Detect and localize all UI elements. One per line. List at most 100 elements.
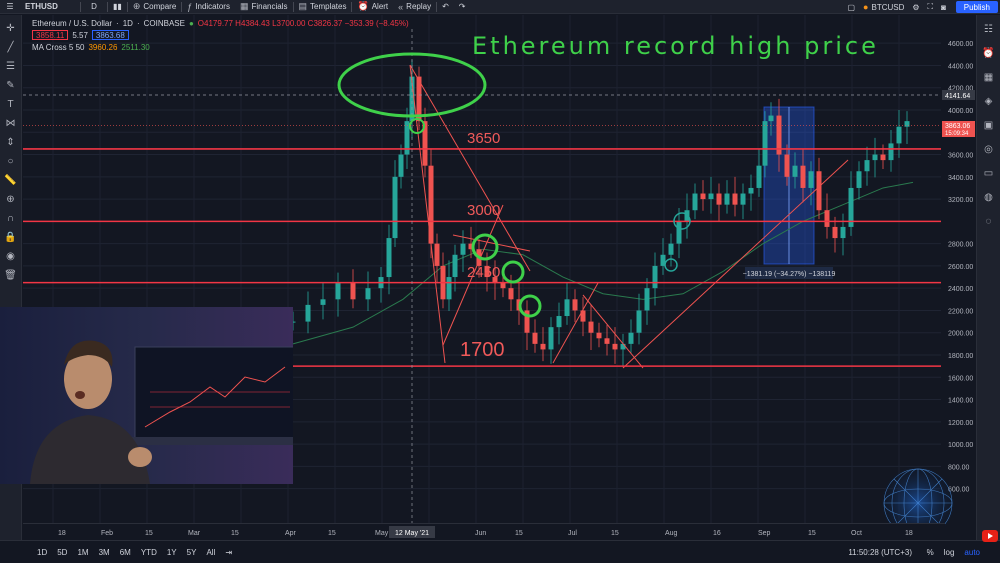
clock[interactable]: 11:50:28 (UTC+3) [848, 548, 912, 557]
goto-date-icon[interactable]: ⇥ [225, 547, 233, 557]
measure-icon[interactable]: ⇕ [6, 136, 15, 148]
candle-body[interactable] [540, 343, 546, 350]
ideas-icon[interactable]: ◎ [984, 143, 993, 155]
candle-body[interactable] [524, 310, 530, 333]
layout-button[interactable]: ▢ [843, 0, 859, 14]
candle-body[interactable] [500, 282, 506, 289]
candle-body[interactable] [532, 332, 538, 344]
candle-body[interactable] [816, 171, 822, 211]
candle-body[interactable] [824, 210, 830, 227]
candle-body[interactable] [740, 193, 746, 205]
candle-body[interactable] [422, 121, 428, 166]
candle-body[interactable] [832, 226, 838, 239]
candle-body[interactable] [564, 299, 570, 317]
candle-body[interactable] [732, 193, 738, 205]
candle-body[interactable] [392, 176, 398, 239]
range-button-6m[interactable]: 6M [119, 547, 131, 557]
candle-body[interactable] [644, 288, 650, 311]
legend-symbol-row[interactable]: Ethereum / U.S. Dollar · 1D · COINBASE ●… [32, 17, 413, 29]
candle-body[interactable] [848, 187, 854, 227]
ask-price[interactable]: 3863.68 [91, 30, 129, 40]
candle-body[interactable] [872, 154, 878, 161]
candle-body[interactable] [762, 121, 768, 166]
range-button-5y[interactable]: 5Y [186, 547, 197, 557]
time-axis[interactable]: 18 Feb 15 Mar 15 Apr 15 May Jun 15 Jul 15 Aug 16 Sep 15… [23, 523, 945, 539]
candle-body[interactable] [404, 121, 410, 155]
menu-icon[interactable]: ☰ [6, 2, 14, 11]
candle-body[interactable] [628, 332, 634, 344]
candle-body[interactable] [612, 343, 618, 350]
candle-body[interactable] [572, 299, 578, 311]
alert-button[interactable]: ⏰ Alert [352, 0, 393, 14]
candle-body[interactable] [716, 193, 722, 205]
candle-body[interactable] [409, 76, 415, 122]
candle-body[interactable] [676, 221, 682, 244]
undo-button[interactable]: ↶ [437, 0, 454, 14]
candle-body[interactable] [386, 238, 392, 278]
data-window-icon[interactable]: ▦ [983, 71, 994, 83]
candle-body[interactable] [320, 299, 326, 305]
candle-body[interactable] [398, 154, 404, 177]
fullscreen-button[interactable]: ⛶ [924, 0, 938, 14]
range-button-5d[interactable]: 5D [57, 547, 68, 557]
settings-button[interactable]: ⚙ [908, 0, 923, 14]
zoom-icon[interactable]: ⊕ [6, 193, 15, 205]
candle-body[interactable] [756, 165, 762, 188]
candle-body[interactable] [792, 165, 798, 177]
candle-body[interactable] [708, 193, 714, 200]
candle-body[interactable] [556, 316, 562, 328]
indicators-button[interactable]: ƒ Indicators [182, 0, 235, 14]
chat-icon[interactable]: ▭ [983, 167, 994, 179]
candle-body[interactable] [588, 321, 594, 333]
candle-body[interactable] [452, 254, 458, 278]
percent-toggle[interactable]: % [926, 548, 934, 557]
text-icon[interactable]: T [7, 98, 14, 110]
compare-symbol[interactable]: ● BTCUSD [859, 0, 908, 14]
candle-body[interactable] [684, 210, 690, 222]
candle-body[interactable] [668, 243, 674, 255]
candle-body[interactable] [776, 115, 782, 155]
compare-button[interactable]: ⊕ Compare [128, 0, 181, 14]
circle-icon[interactable]: ○ [7, 155, 14, 167]
templates-button[interactable]: ▤ Templates [294, 0, 352, 14]
youtube-icon[interactable] [982, 530, 998, 542]
candle-body[interactable] [888, 143, 894, 161]
crosshair-icon[interactable]: ✛ [6, 22, 15, 34]
candle-body[interactable] [748, 187, 754, 194]
legend-indicator-row[interactable]: MA Cross 5 50 3960.26 2511.30 [32, 41, 413, 53]
publish-button[interactable]: Publish [955, 1, 998, 13]
notification-icon[interactable]: ◌ [985, 215, 992, 227]
pattern-icon[interactable]: ⋈ [5, 117, 16, 129]
candle-body[interactable] [416, 76, 422, 122]
candle-body[interactable] [548, 327, 554, 350]
candle-body[interactable] [446, 277, 452, 300]
candle-body[interactable] [896, 126, 902, 144]
candle-body[interactable] [700, 193, 706, 200]
candle-body[interactable] [434, 243, 440, 266]
candle-body[interactable] [692, 193, 698, 211]
lock-icon[interactable]: 🔒 [4, 231, 17, 243]
magnet-icon[interactable]: ∩ [6, 212, 15, 224]
candle-body[interactable] [784, 154, 790, 177]
candle-body[interactable] [492, 277, 498, 283]
trash-icon[interactable]: 🗑 [4, 269, 17, 281]
candle-body[interactable] [904, 121, 910, 127]
candle-body[interactable] [350, 282, 356, 300]
candle-body[interactable] [660, 254, 666, 266]
candle-body[interactable] [800, 165, 806, 188]
candle-body[interactable] [724, 193, 730, 205]
candle-body[interactable] [580, 310, 586, 322]
candle-body[interactable] [460, 243, 466, 255]
hotlist-icon[interactable]: ◈ [984, 95, 993, 107]
bid-price[interactable]: 3858.11 [32, 30, 69, 40]
alerts-icon[interactable]: ⏰ [982, 47, 995, 59]
ruler-icon[interactable]: 📏 [4, 174, 17, 186]
candle-body[interactable] [596, 332, 602, 339]
eye-icon[interactable]: ◉ [6, 250, 15, 262]
candle-body[interactable] [856, 171, 862, 188]
interval-button[interactable]: D [91, 2, 97, 11]
candle-body[interactable] [428, 165, 434, 244]
redo-button[interactable]: ↷ [454, 0, 471, 14]
replay-button[interactable]: «Replay [393, 0, 436, 14]
